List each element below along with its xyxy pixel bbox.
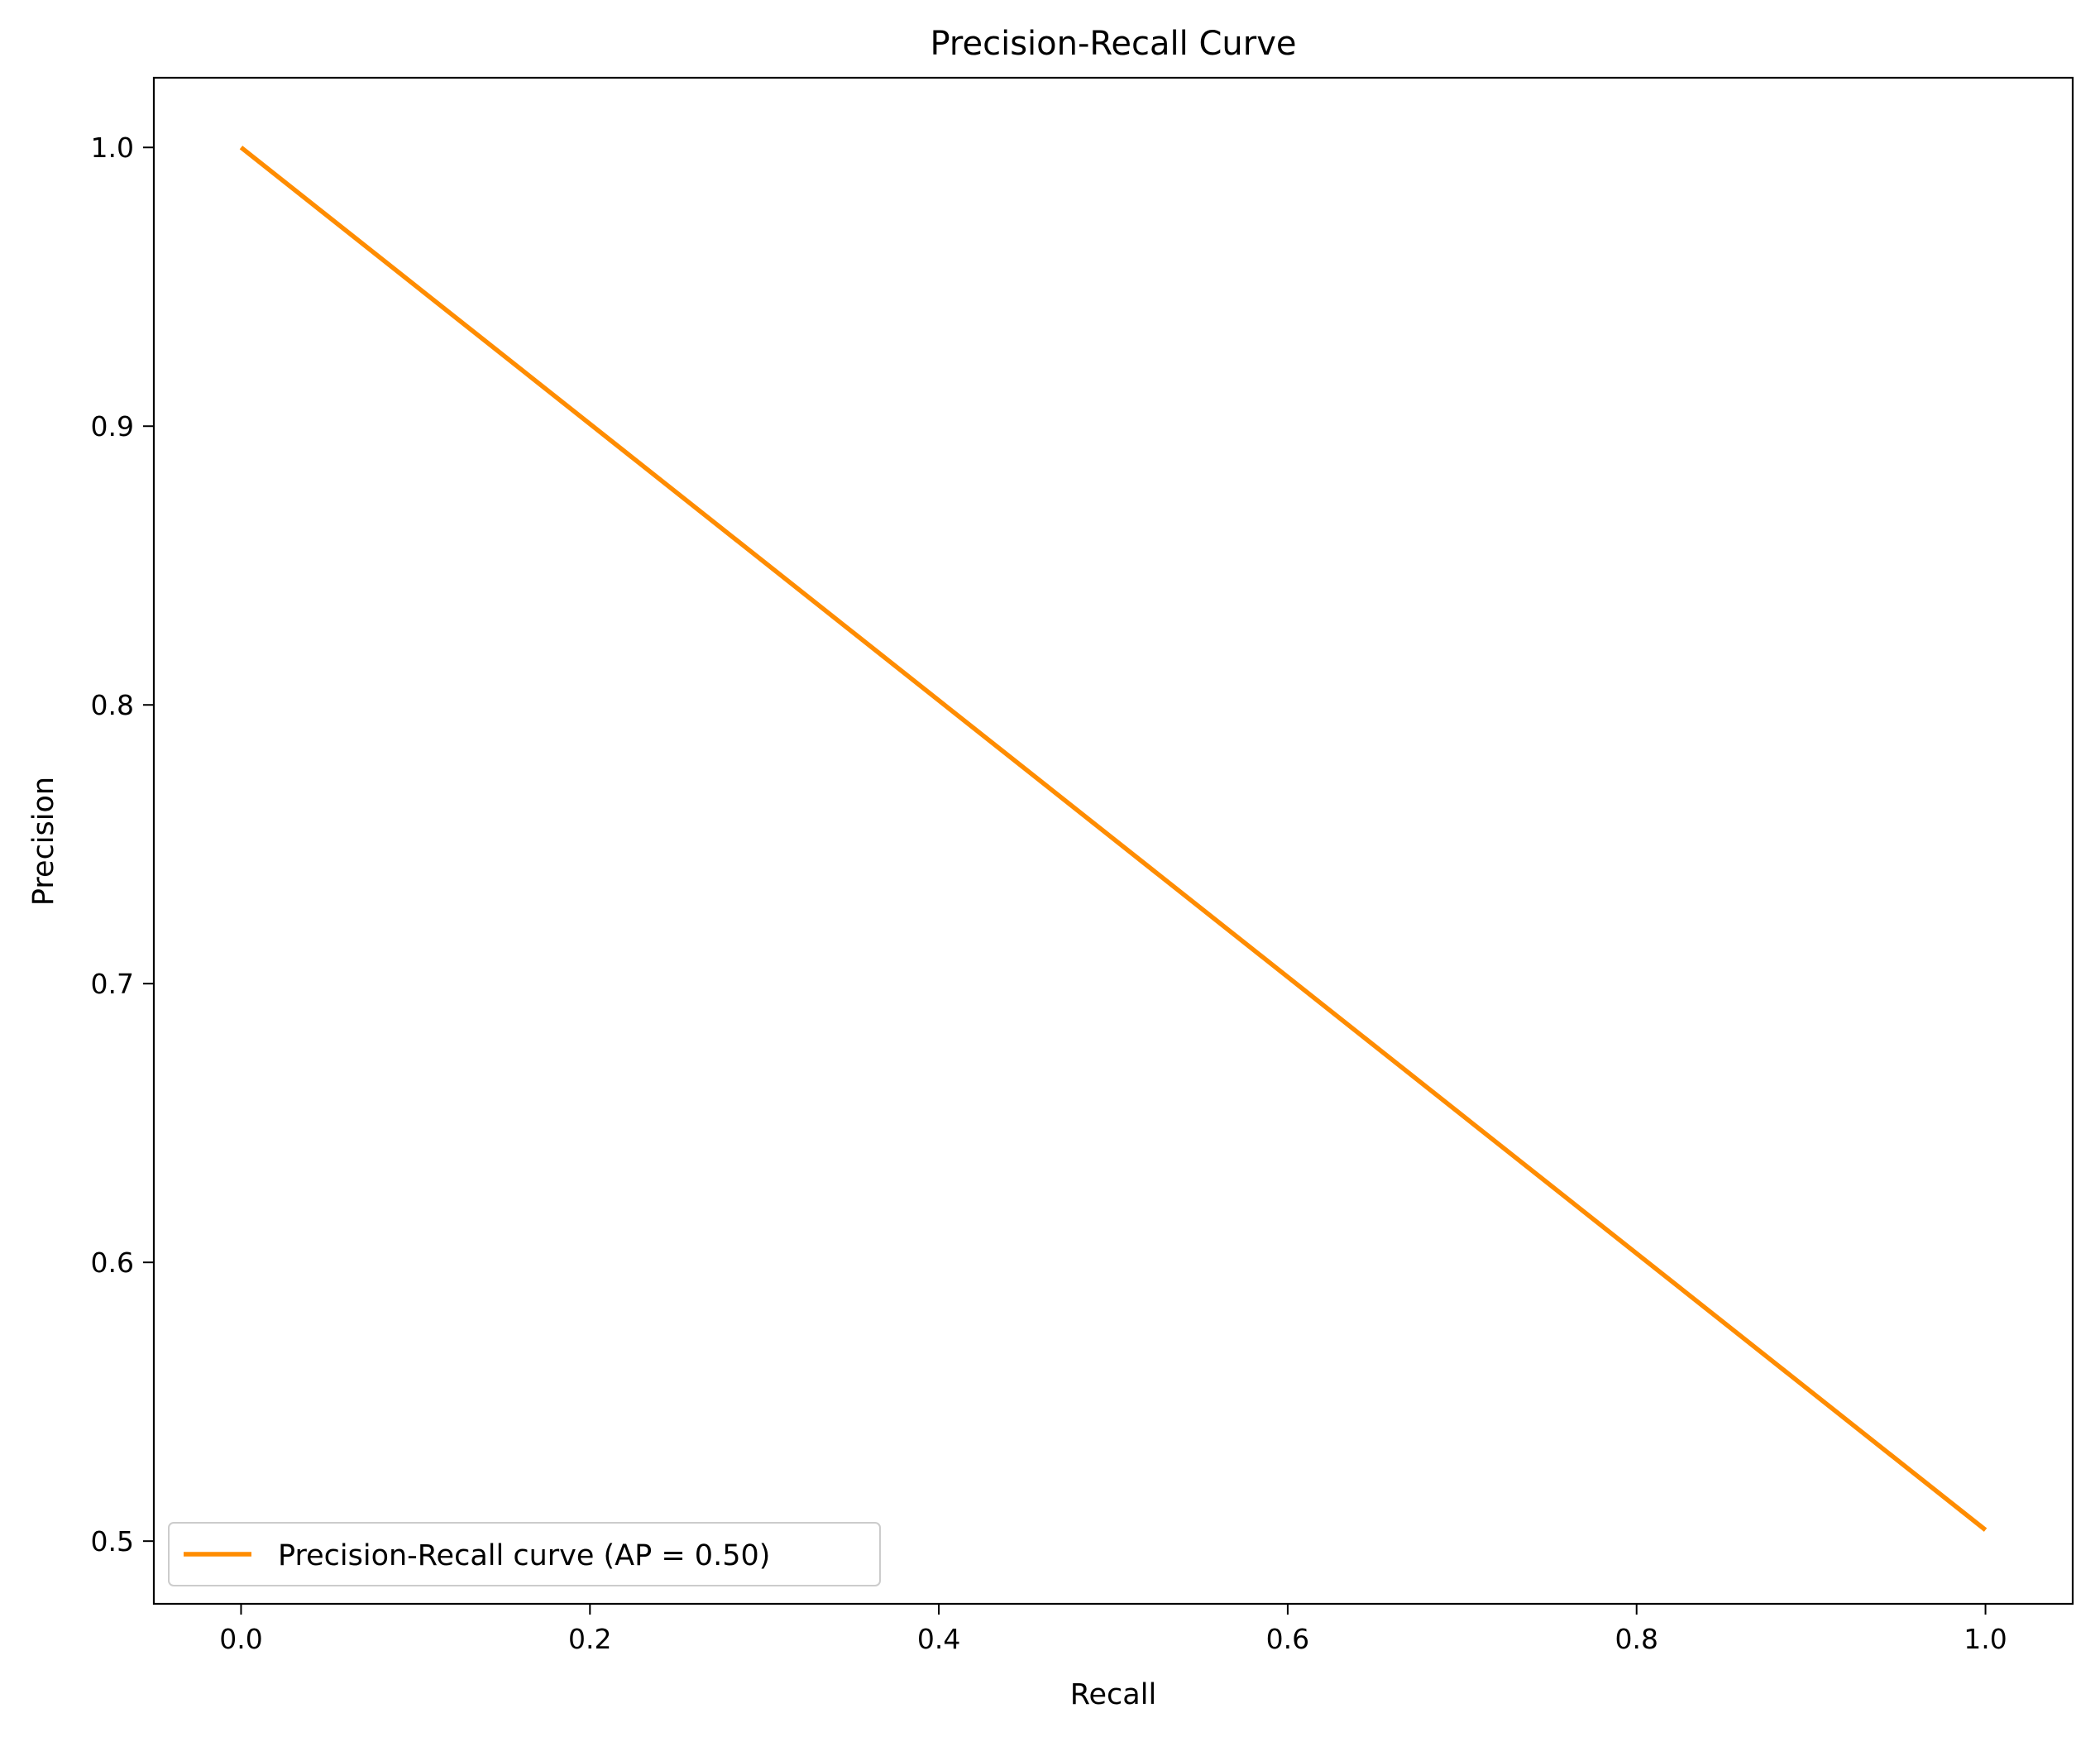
series-line (239, 146, 1988, 1532)
legend-box (168, 1522, 881, 1586)
y-tick-label: 1.0 (91, 132, 134, 164)
y-axis-ticks: 0.5 0.6 0.7 0.8 0.9 1.0 (91, 132, 154, 1558)
x-axis-ticks: 0.0 0.2 0.4 0.6 0.8 1.0 (219, 1604, 2007, 1655)
chart-title: Precision-Recall Curve (930, 25, 1297, 63)
y-tick-label: 0.7 (91, 968, 134, 1000)
y-tick-label: 0.6 (91, 1247, 134, 1279)
x-tick-label: 0.4 (917, 1623, 960, 1655)
x-tick-label: 0.6 (1266, 1623, 1309, 1655)
y-tick-label: 0.8 (91, 689, 134, 721)
x-tick-label: 0.2 (568, 1623, 611, 1655)
series-group (239, 146, 1988, 1532)
y-axis-label: Precision (27, 777, 60, 906)
x-tick-label: 0.0 (219, 1623, 262, 1655)
x-tick-label: 0.8 (1614, 1623, 1658, 1655)
legend-label: Precision-Recall curve (AP = 0.50) (278, 1539, 770, 1572)
plot-frame (152, 76, 2074, 1605)
y-tick-label: 0.9 (91, 410, 134, 443)
x-axis-label: Recall (1070, 1678, 1156, 1711)
x-tick-label: 1.0 (1964, 1623, 2007, 1655)
legend: Precision-Recall curve (AP = 0.50) (168, 1522, 881, 1586)
y-tick-label: 0.5 (91, 1525, 134, 1558)
